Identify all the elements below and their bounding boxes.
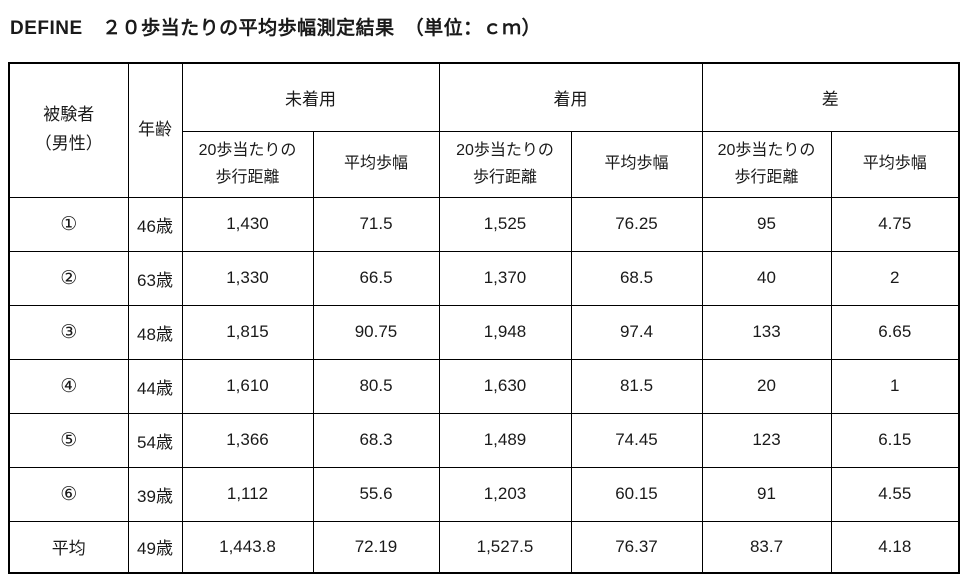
diff-stride-cell: 2 (830, 250, 960, 306)
worn-stride-cell: 81.5 (570, 358, 703, 414)
diff-stride-cell: 4.55 (830, 466, 960, 522)
age-cell: 39歳 (127, 466, 183, 522)
not-worn-distance-cell: 1,815 (181, 304, 314, 360)
worn-stride-cell: 68.5 (570, 250, 703, 306)
header-not-worn-distance: 20歩当たりの 歩行距離 (181, 130, 314, 198)
diff-distance-cell: 20 (701, 358, 832, 414)
subject-cell: ⑤ (8, 412, 129, 468)
header-subject-line1: 被験者 (43, 105, 95, 125)
not-worn-distance-cell: 1,610 (181, 358, 314, 414)
not-worn-stride-cell: 68.3 (312, 412, 440, 468)
diff-distance-cell: 133 (701, 304, 832, 360)
age-cell: 63歳 (127, 250, 183, 306)
header-group-difference: 差 (701, 62, 960, 132)
not-worn-distance-cell: 1,330 (181, 250, 314, 306)
worn-distance-cell: 1,525 (438, 196, 572, 252)
worn-distance-cell: 1,948 (438, 304, 572, 360)
diff-stride-cell: 4.75 (830, 196, 960, 252)
worn-distance-cell: 1,489 (438, 412, 572, 468)
table-row-subject-4: ④ 44歳 1,610 80.5 1,630 81.5 20 1 (8, 358, 960, 414)
header-row-groups: 被験者 （男性） 年齢 未着用 着用 差 (8, 62, 960, 198)
worn-distance-cell: 1,203 (438, 466, 572, 522)
age-cell: 48歳 (127, 304, 183, 360)
header-age: 年齢 (127, 62, 183, 198)
age-cell: 44歳 (127, 358, 183, 414)
diff-stride-cell: 4.18 (830, 520, 960, 574)
header-not-worn-stride: 平均歩幅 (312, 130, 440, 198)
not-worn-stride-cell: 66.5 (312, 250, 440, 306)
diff-distance-cell: 95 (701, 196, 832, 252)
diff-stride-cell: 6.65 (830, 304, 960, 360)
table-row-subject-3: ③ 48歳 1,815 90.75 1,948 97.4 133 6.65 (8, 304, 960, 360)
table-row-subject-2: ② 63歳 1,330 66.5 1,370 68.5 40 2 (8, 250, 960, 306)
subject-cell: ④ (8, 358, 129, 414)
age-cell: 46歳 (127, 196, 183, 252)
header-distance-line1: 20歩当たりの (198, 141, 297, 159)
diff-distance-cell: 123 (701, 412, 832, 468)
not-worn-stride-cell: 55.6 (312, 466, 440, 522)
subject-cell: ② (8, 250, 129, 306)
header-row-sub: 20歩当たりの 歩行距離 平均歩幅 20歩当たりの 歩行距離 平均歩幅 20歩当… (9, 130, 960, 198)
header-diff-distance: 20歩当たりの 歩行距離 (701, 130, 832, 198)
header-subject-line2: （男性） (34, 134, 103, 154)
header-distance-line1: 20歩当たりの (717, 141, 816, 159)
diff-distance-cell: 83.7 (701, 520, 832, 574)
measurement-table: 被験者 （男性） 年齢 未着用 着用 差 20歩当たりの 歩行距離 平均歩幅 2… (8, 62, 960, 574)
worn-stride-cell: 76.37 (570, 520, 703, 574)
table-row-subject-1: ① 46歳 1,430 71.5 1,525 76.25 95 4.75 (8, 196, 960, 252)
header-distance-line2: 歩行距離 (734, 169, 799, 186)
age-cell: 49歳 (127, 520, 183, 574)
header-distance-line2: 歩行距離 (215, 169, 280, 186)
diff-distance-cell: 40 (701, 250, 832, 306)
not-worn-stride-cell: 80.5 (312, 358, 440, 414)
header-worn-distance: 20歩当たりの 歩行距離 (438, 130, 572, 198)
header-group-not-worn: 未着用 (181, 62, 440, 132)
not-worn-stride-cell: 71.5 (312, 196, 440, 252)
not-worn-distance-cell: 1,443.8 (181, 520, 314, 574)
table-row-average: 平均 49歳 1,443.8 72.19 1,527.5 76.37 83.7 … (8, 520, 960, 574)
worn-distance-cell: 1,527.5 (438, 520, 572, 574)
not-worn-distance-cell: 1,112 (181, 466, 314, 522)
subject-cell: ⑥ (8, 466, 129, 522)
worn-stride-cell: 60.15 (570, 466, 703, 522)
header-diff-stride: 平均歩幅 (830, 130, 960, 198)
table-row-subject-6: ⑥ 39歳 1,112 55.6 1,203 60.15 91 4.55 (8, 466, 960, 522)
header-distance-line1: 20歩当たりの (456, 141, 554, 159)
subject-cell: ① (8, 196, 129, 252)
diff-stride-cell: 1 (830, 358, 960, 414)
subject-cell: ③ (8, 304, 129, 360)
worn-stride-cell: 74.45 (570, 412, 703, 468)
age-cell: 54歳 (127, 412, 183, 468)
diff-stride-cell: 6.15 (830, 412, 960, 468)
header-subject: 被験者 （男性） (8, 62, 129, 198)
not-worn-stride-cell: 90.75 (312, 304, 440, 360)
table-row-subject-5: ⑤ 54歳 1,366 68.3 1,489 74.45 123 6.15 (8, 412, 960, 468)
not-worn-stride-cell: 72.19 (312, 520, 440, 574)
worn-distance-cell: 1,370 (438, 250, 572, 306)
not-worn-distance-cell: 1,430 (181, 196, 314, 252)
page-title: DEFINE ２０歩当たりの平均歩幅測定結果 （単位：ｃｍ） (10, 18, 542, 39)
header-distance-line2: 歩行距離 (472, 169, 537, 186)
header-group-worn: 着用 (438, 62, 703, 132)
diff-distance-cell: 91 (701, 466, 832, 522)
worn-distance-cell: 1,630 (438, 358, 572, 414)
worn-stride-cell: 97.4 (570, 304, 703, 360)
header-worn-stride: 平均歩幅 (570, 130, 703, 198)
worn-stride-cell: 76.25 (570, 196, 703, 252)
not-worn-distance-cell: 1,366 (181, 412, 314, 468)
subject-cell-average: 平均 (8, 520, 129, 574)
